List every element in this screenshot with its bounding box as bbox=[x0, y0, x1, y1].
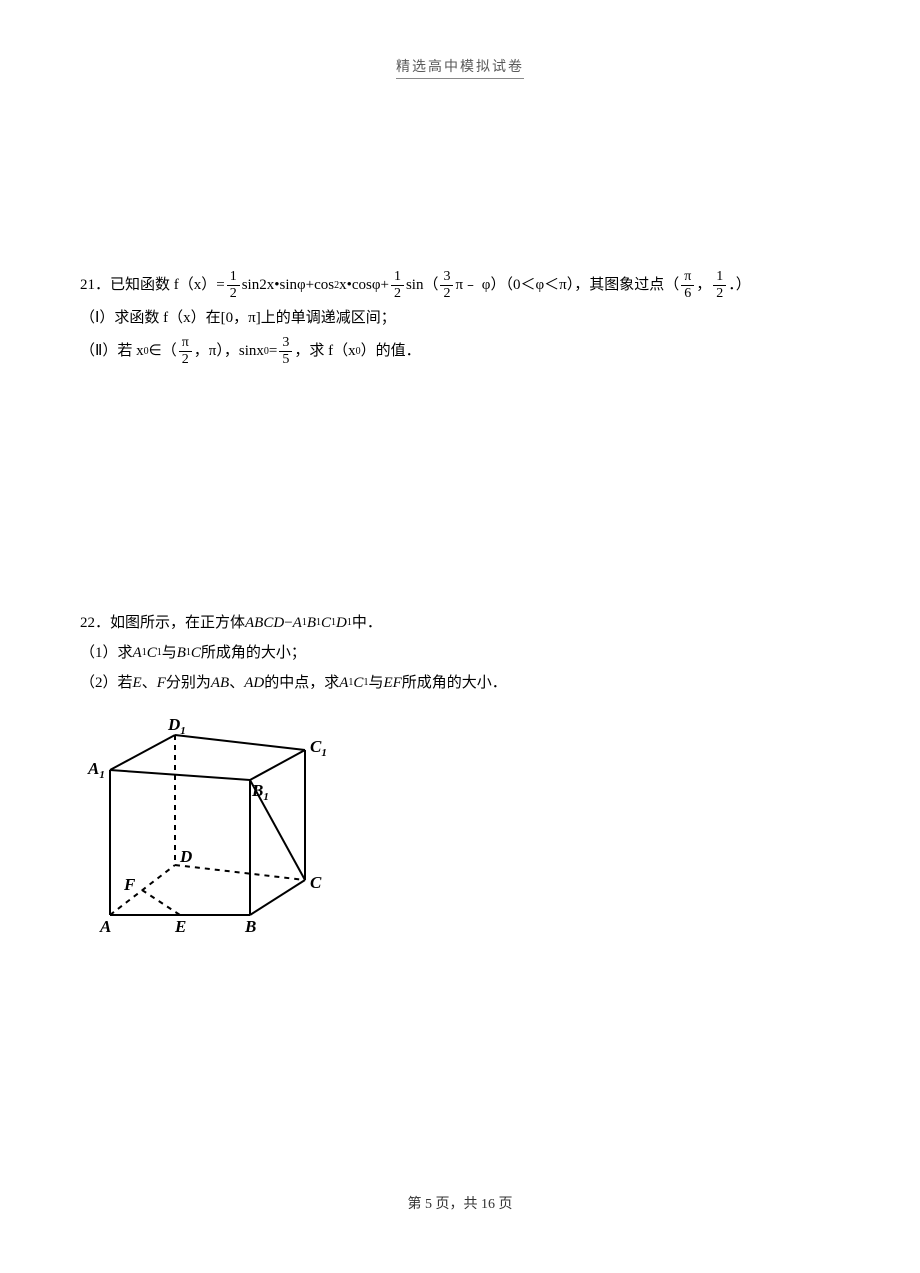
q21-number: 21 bbox=[80, 269, 95, 302]
num: 1 bbox=[391, 270, 404, 286]
q22-p1-c: 所成角的大小； bbox=[201, 638, 306, 668]
q21-p2-f: ）的值． bbox=[361, 335, 421, 368]
footer-prefix: 第 bbox=[408, 1197, 426, 1212]
EF: EF bbox=[383, 668, 401, 698]
label-A: A bbox=[99, 917, 111, 936]
num: π bbox=[179, 336, 192, 352]
q21-p2-a: （Ⅱ）若 x bbox=[80, 335, 144, 368]
B1C-B: B bbox=[177, 638, 186, 668]
q21-intro-a: ．已知函数 f（x）= bbox=[95, 269, 225, 302]
den: 2 bbox=[227, 286, 240, 301]
q22-p1-a: （1）求 bbox=[80, 638, 133, 668]
den: 2 bbox=[713, 286, 726, 301]
q22-number: 22 bbox=[80, 608, 95, 638]
A1C1-A: A bbox=[133, 638, 142, 668]
label-C1: C1 bbox=[310, 737, 327, 759]
q22-p1-b: 与 bbox=[162, 638, 177, 668]
q21-p2-d: = bbox=[269, 335, 277, 368]
num: π bbox=[681, 270, 694, 286]
label-D: D bbox=[179, 847, 192, 866]
footer-total: 16 bbox=[481, 1197, 495, 1212]
frac-3-2: 3 2 bbox=[440, 270, 453, 301]
q21-seg-f: ．） bbox=[728, 269, 751, 302]
page-footer: 第 5 页，共 16 页 bbox=[0, 1193, 920, 1213]
q22-intro-b: 中． bbox=[352, 608, 382, 638]
label-B1: B1 bbox=[251, 781, 269, 803]
A1: A bbox=[293, 608, 302, 638]
frac-1-2b: 1 2 bbox=[391, 270, 404, 301]
q21-seg-b: sin2x•sinφ+cos bbox=[242, 269, 334, 302]
num: 3 bbox=[279, 336, 292, 352]
q21-seg-d: sin（ bbox=[406, 269, 439, 302]
q21-line1: 21 ．已知函数 f（x）= 1 2 sin2x•sinφ+cos 2 x•co… bbox=[80, 269, 840, 302]
num: 1 bbox=[227, 270, 240, 286]
q22-p2-c: 分别为 bbox=[166, 668, 211, 698]
page-header: 精选高中模拟试卷 bbox=[396, 56, 524, 79]
den: 5 bbox=[279, 352, 292, 367]
problem-22: 22 ．如图所示，在正方体 ABCD − A1 B1 C1 D1 中． （1）求… bbox=[80, 608, 840, 953]
q21-part1: （Ⅰ）求函数 f（x）在[0，π]上的单调递减区间； bbox=[80, 302, 840, 335]
AB: AB bbox=[211, 668, 229, 698]
A1C1b-A: A bbox=[339, 668, 348, 698]
q22-p2-f: 与 bbox=[368, 668, 383, 698]
q21-seg-c: x•cosφ+ bbox=[339, 269, 389, 302]
q22-intro-a: ．如图所示，在正方体 bbox=[95, 608, 245, 638]
problem-21: 21 ．已知函数 f（x）= 1 2 sin2x•sinφ+cos 2 x•co… bbox=[80, 269, 840, 368]
q22-line1: 22 ．如图所示，在正方体 ABCD − A1 B1 C1 D1 中． bbox=[80, 608, 840, 638]
B1: B bbox=[307, 608, 316, 638]
q22-part1: （1）求 A1 C1 与 B1 C 所成角的大小； bbox=[80, 638, 840, 668]
label-F: F bbox=[123, 875, 136, 894]
q22-p2-a: （2）若 bbox=[80, 668, 133, 698]
frac-pi-2: π 2 bbox=[179, 336, 192, 367]
content-area: 21 ．已知函数 f（x）= 1 2 sin2x•sinφ+cos 2 x•co… bbox=[80, 269, 840, 953]
E: E bbox=[133, 668, 142, 698]
footer-suffix: 页 bbox=[499, 1197, 513, 1212]
footer-mid: 页，共 bbox=[436, 1197, 482, 1212]
num: 3 bbox=[440, 270, 453, 286]
frac-1-2: 1 2 bbox=[227, 270, 240, 301]
label-C: C bbox=[310, 873, 322, 892]
frac-3-5: 3 5 bbox=[279, 336, 292, 367]
q21-p2-b: ∈（ bbox=[149, 335, 177, 368]
F: F bbox=[157, 668, 166, 698]
label-D1: D1 bbox=[167, 715, 186, 737]
label-A1: A1 bbox=[87, 759, 105, 781]
q21-part1-text: （Ⅰ）求函数 f（x）在[0，π]上的单调递减区间； bbox=[80, 302, 396, 335]
den: 2 bbox=[391, 286, 404, 301]
A1C1b-C: C bbox=[353, 668, 363, 698]
den: 2 bbox=[179, 352, 192, 367]
comma: ， bbox=[696, 269, 711, 302]
abcd: ABCD bbox=[245, 608, 284, 638]
q21-p2-c: ，π），sinx bbox=[194, 335, 264, 368]
den: 6 bbox=[681, 286, 694, 301]
q22-p2-b: 、 bbox=[142, 668, 157, 698]
q21-p2-e: ，求 f（x bbox=[294, 335, 355, 368]
q22-part2: （2）若 E 、 F 分别为 AB 、 AD 的中点，求 A1 C1 与 EF … bbox=[80, 668, 840, 698]
B1C-C: C bbox=[191, 638, 201, 668]
q21-part2: （Ⅱ）若 x 0 ∈（ π 2 ，π），sinx 0 = 3 5 ，求 f（x … bbox=[80, 335, 840, 368]
label-E: E bbox=[174, 917, 186, 936]
num: 1 bbox=[713, 270, 726, 286]
q21-seg-e: π﹣ φ）（0＜φ＜π），其图象过点（ bbox=[455, 269, 679, 302]
C1: C bbox=[321, 608, 331, 638]
frac-pi-6: π 6 bbox=[681, 270, 694, 301]
AD: AD bbox=[244, 668, 264, 698]
cube-svg: D1 C1 A1 B1 D C A B E F bbox=[80, 710, 340, 940]
q22-p2-e: 的中点，求 bbox=[264, 668, 339, 698]
cube-figure: D1 C1 A1 B1 D C A B E F bbox=[80, 710, 840, 953]
frac-1-2c: 1 2 bbox=[713, 270, 726, 301]
q22-p2-d: 、 bbox=[229, 668, 244, 698]
footer-page: 5 bbox=[425, 1197, 432, 1212]
A1C1-C: C bbox=[147, 638, 157, 668]
den: 2 bbox=[440, 286, 453, 301]
dash: − bbox=[284, 608, 292, 638]
label-B: B bbox=[244, 917, 256, 936]
q22-p2-g: 所成角的大小． bbox=[402, 668, 507, 698]
D1: D bbox=[336, 608, 347, 638]
